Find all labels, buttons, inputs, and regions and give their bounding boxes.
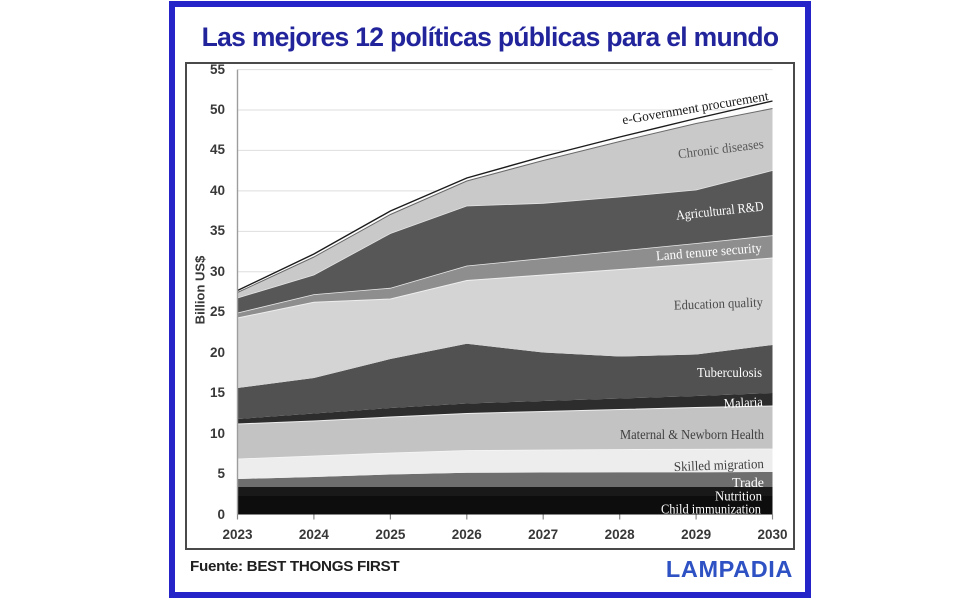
svg-text:Education quality: Education quality: [674, 294, 764, 312]
svg-text:Tuberculosis: Tuberculosis: [697, 365, 762, 380]
svg-text:Trade: Trade: [732, 475, 764, 490]
svg-text:Nutrition: Nutrition: [715, 489, 762, 504]
svg-text:Maternal & Newborn Health: Maternal & Newborn Health: [620, 427, 764, 442]
svg-text:Skilled migration: Skilled migration: [674, 456, 765, 474]
svg-text:Malaria: Malaria: [723, 394, 763, 411]
svg-text:Child immunization: Child immunization: [661, 502, 761, 517]
